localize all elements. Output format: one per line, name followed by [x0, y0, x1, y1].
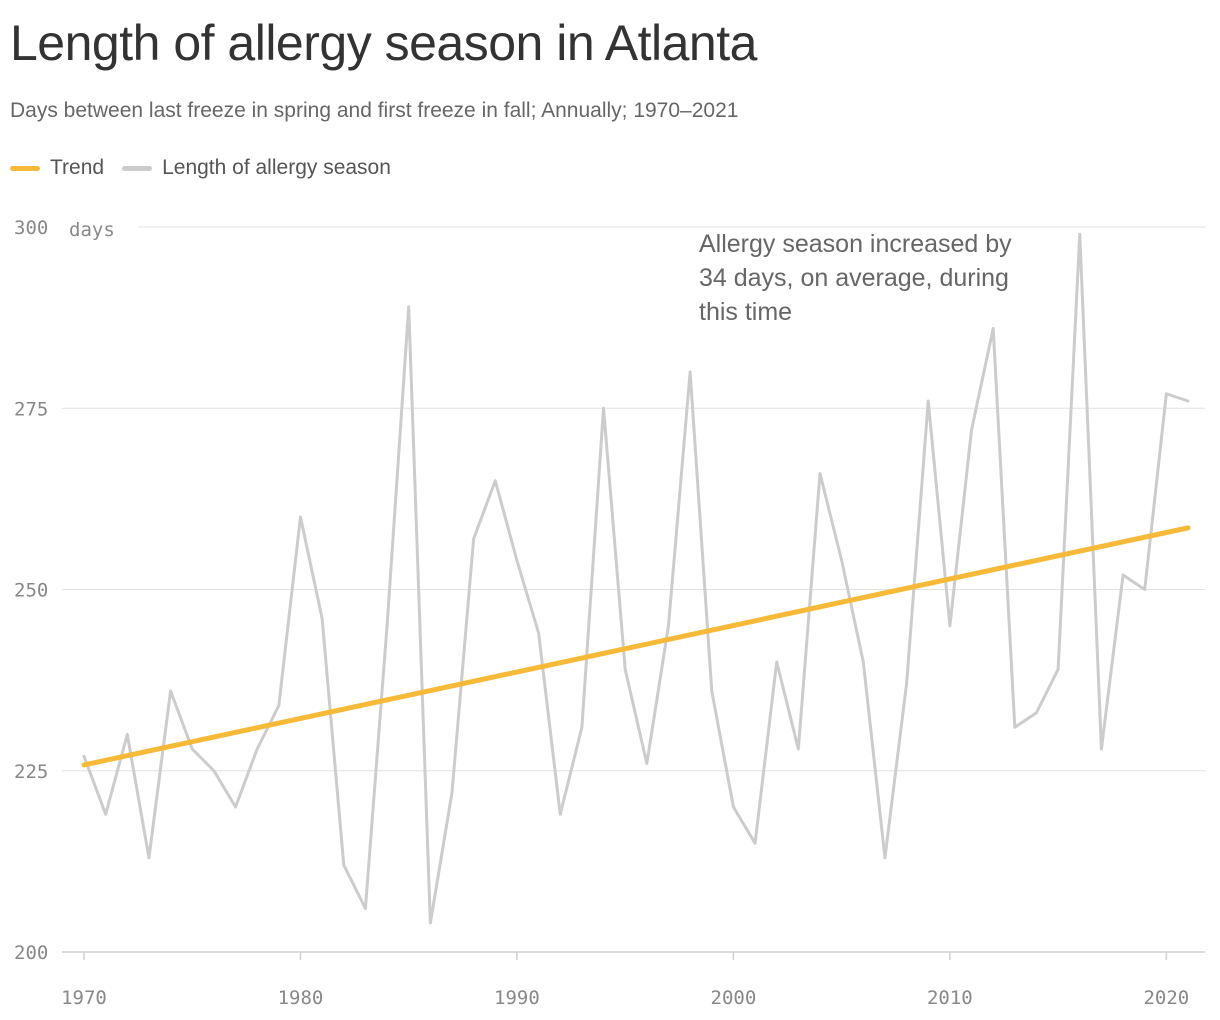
x-axis: 1970 1980 1990 2000 2010 2020	[61, 952, 1189, 1009]
season-line	[82, 232, 1190, 925]
y-tick-label-275: 275	[14, 398, 48, 420]
legend-item-trend: Trend	[10, 156, 104, 180]
chart-subtitle: Days between last freeze in spring and f…	[10, 99, 739, 122]
y-unit-label: days	[69, 219, 115, 241]
y-tick-label-225: 225	[14, 761, 48, 783]
y-axis-ticks: 200 225 250 275 300 days	[14, 217, 115, 964]
y-tick-label-200: 200	[14, 942, 48, 964]
x-tick-label-1970: 1970	[61, 987, 107, 1009]
annotation: Allergy season increased by 34 days, on a…	[699, 230, 1012, 326]
legend-label-trend: Trend	[50, 156, 105, 179]
legend-swatch-trend	[10, 165, 40, 171]
legend: Trend Length of allergy season	[10, 156, 409, 180]
y-tick-label-300: 300	[14, 217, 48, 239]
series-trend	[81, 525, 1191, 768]
x-tick-label-1980: 1980	[278, 987, 324, 1009]
y-tick-label-250: 250	[14, 580, 48, 602]
legend-swatch-season	[122, 165, 153, 171]
x-tick-label-2000: 2000	[711, 987, 757, 1009]
annotation-text: Allergy season increased by 34 days, on a…	[699, 230, 1012, 326]
x-tick-label-2020: 2020	[1143, 987, 1189, 1009]
x-tick-label-1990: 1990	[494, 987, 540, 1009]
chart-title: Length of allergy season in Atlanta	[10, 15, 757, 71]
gridlines	[62, 226, 1205, 953]
series-length-of-allergy-season	[82, 232, 1190, 925]
trend-line	[81, 525, 1191, 768]
legend-label-season: Length of allergy season	[162, 156, 391, 179]
x-tick-label-2010: 2010	[927, 987, 973, 1009]
legend-item-season: Length of allergy season	[122, 156, 391, 180]
